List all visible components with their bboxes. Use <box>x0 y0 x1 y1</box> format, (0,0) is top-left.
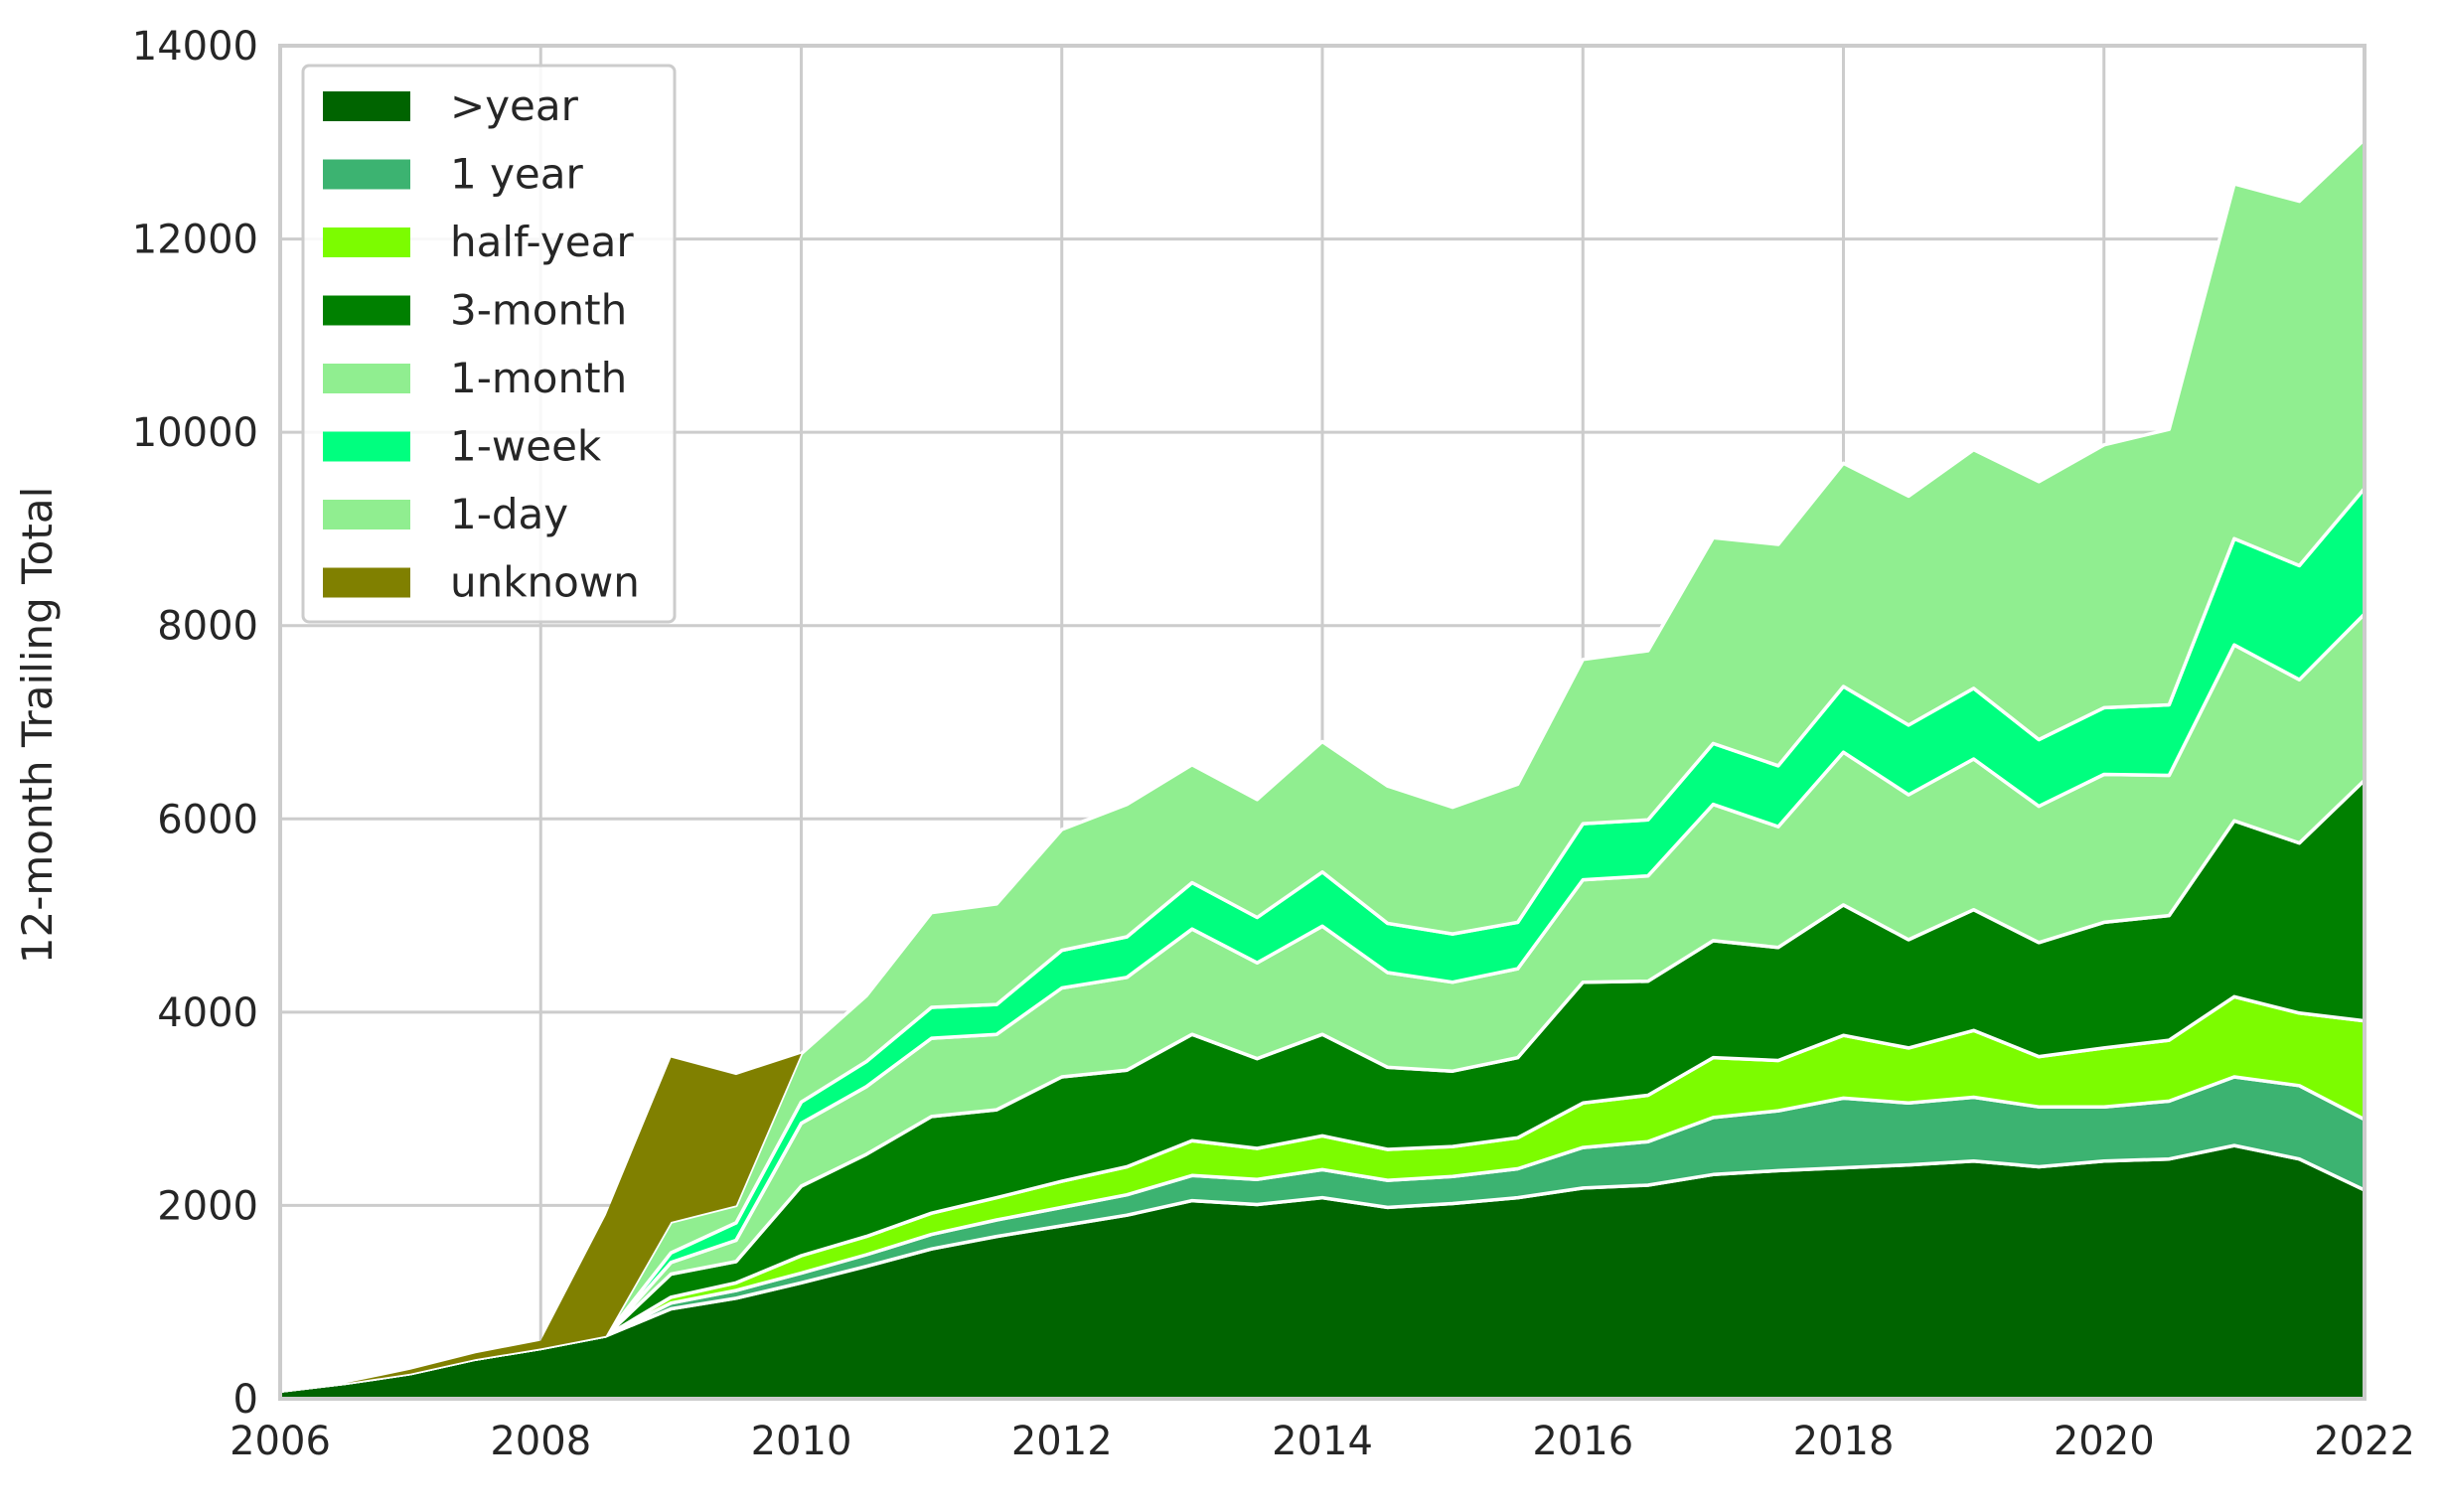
legend-label: 1 year <box>450 150 584 199</box>
legend-swatch <box>323 91 410 121</box>
legend-label: half-year <box>450 218 634 266</box>
plot-frame <box>278 44 2367 1401</box>
legend-label: 3-month <box>450 286 627 335</box>
legend-swatch <box>323 431 410 462</box>
y-tick-label: 12000 <box>132 218 258 263</box>
y-tick-label: 14000 <box>132 24 258 70</box>
legend: >year 1 year half-year 3-month 1-month 1-week… <box>301 64 677 624</box>
legend-label: 1-day <box>450 490 568 538</box>
x-tick-label: 2014 <box>1272 1419 1373 1464</box>
y-axis-ticks: 0 2000 4000 6000 8000 10000 12000 14000 <box>132 24 258 1423</box>
legend-swatch <box>323 567 410 598</box>
legend-swatch <box>323 295 410 326</box>
legend-label: 1-week <box>450 422 602 471</box>
x-tick-label: 2020 <box>2054 1419 2155 1464</box>
y-tick-label: 8000 <box>157 604 258 650</box>
x-tick-label: 2010 <box>751 1419 852 1464</box>
x-tick-label: 2008 <box>490 1419 591 1464</box>
y-tick-label: 4000 <box>157 990 258 1036</box>
y-tick-label: 0 <box>233 1377 258 1423</box>
legend-label: unknown <box>450 558 640 607</box>
legend-swatch <box>323 159 410 190</box>
y-tick-label: 10000 <box>132 410 258 456</box>
legend-swatch <box>323 227 410 257</box>
legend-frame <box>301 64 677 624</box>
y-tick-label: 2000 <box>157 1183 258 1229</box>
x-tick-label: 2006 <box>229 1419 331 1464</box>
x-tick-label: 2018 <box>1793 1419 1895 1464</box>
y-axis-title: 12-month Trailing Total <box>13 487 62 964</box>
area-series-layer <box>278 137 2367 1401</box>
x-tick-label: 2016 <box>1532 1419 1633 1464</box>
legend-swatch <box>323 500 410 529</box>
x-axis-ticks: 2006 2008 2010 2012 2014 2016 2018 2020 2022 <box>229 1419 2415 1464</box>
legend-label: >year <box>450 81 579 130</box>
y-tick-label: 6000 <box>157 797 258 842</box>
legend-swatch <box>323 364 410 393</box>
x-tick-label: 2022 <box>2314 1419 2415 1464</box>
x-tick-label: 2012 <box>1011 1419 1113 1464</box>
legend-label: 1-month <box>450 354 627 402</box>
